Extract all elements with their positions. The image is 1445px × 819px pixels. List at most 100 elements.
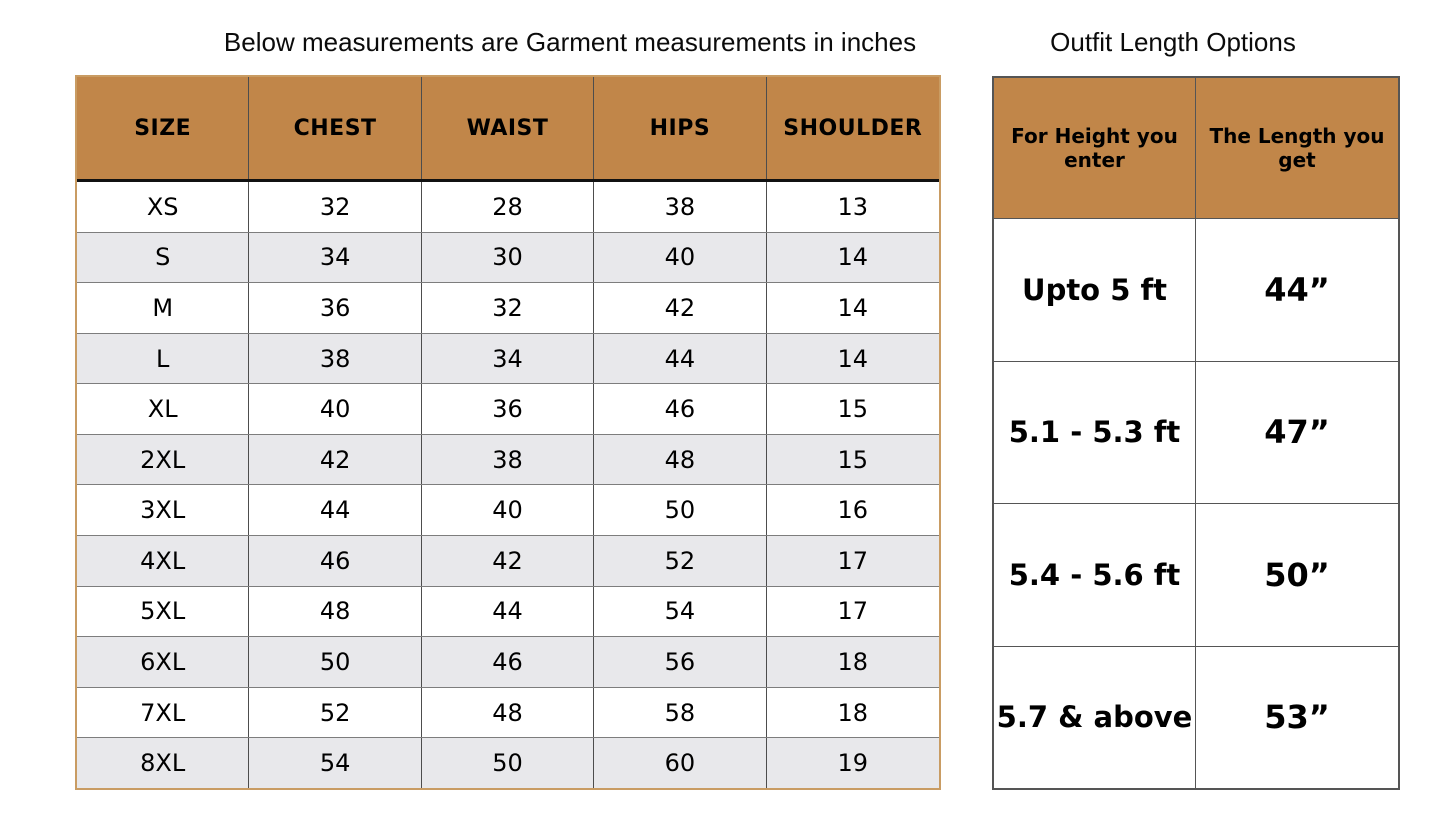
column-header-size: SIZE (77, 77, 250, 179)
table-row: 8XL 54 50 60 19 (77, 738, 939, 788)
table-cell: 40 (594, 232, 767, 283)
table-cell: 47” (1264, 413, 1330, 452)
table-cell: 36 (422, 384, 595, 434)
table-cell: 18 (837, 698, 869, 727)
table-cell: 44 (422, 586, 595, 637)
header-row: SIZE CHEST WAIST HIPS SHOULDER (77, 77, 939, 182)
table-cell: 16 (837, 496, 869, 525)
table-cell: M (77, 283, 250, 333)
outfit-length-title: Outfit Length Options (1050, 27, 1296, 57)
table-cell: L (77, 333, 250, 384)
table-cell: 14 (837, 293, 869, 322)
table-cell: 19 (837, 749, 869, 778)
table-cell: 42 (422, 536, 595, 586)
table-row: 5XL 48 44 54 17 (77, 586, 939, 638)
table-cell: 42 (594, 283, 767, 333)
table-cell: 18 (837, 647, 869, 676)
table-cell: 5XL (77, 586, 250, 637)
outfit-length-table: For Height you enter The Length you get U… (992, 76, 1400, 790)
table-cell: 38 (422, 434, 595, 485)
table-row: 2XL 42 38 48 15 (77, 434, 939, 486)
table-cell: 3XL (77, 485, 250, 536)
table-cell: 6XL (77, 637, 250, 687)
table-cell: 7XL (77, 687, 250, 738)
table-row: 5.1 - 5.3 ft 47” (994, 361, 1398, 504)
table-cell: 42 (249, 434, 422, 485)
table-cell: S (77, 232, 250, 283)
table-row: L 38 34 44 14 (77, 333, 939, 385)
column-header-waist: WAIST (422, 77, 595, 179)
table-cell: 54 (594, 586, 767, 637)
table-row: 5.4 - 5.6 ft 50” (994, 504, 1398, 647)
column-header-chest: CHEST (249, 77, 422, 179)
table-cell: 52 (594, 536, 767, 586)
table-cell: Upto 5 ft (994, 219, 1196, 361)
table-cell: 17 (837, 597, 869, 626)
table-cell: XS (77, 182, 250, 232)
table-cell: 56 (594, 637, 767, 687)
table-cell: 48 (249, 586, 422, 637)
table-cell: 50” (1264, 555, 1330, 594)
table-cell: 50 (594, 485, 767, 536)
table-cell: 34 (249, 232, 422, 283)
header-row: For Height you enter The Length you get (994, 78, 1398, 219)
table-cell: 36 (249, 283, 422, 333)
table-cell: 5.1 - 5.3 ft (994, 361, 1196, 503)
column-header-shoulder: SHOULDER (783, 115, 923, 141)
table-cell: 15 (837, 445, 869, 474)
table-cell: 32 (422, 283, 595, 333)
garment-measurements-title: Below measurements are Garment measureme… (223, 27, 917, 57)
table-cell: 54 (249, 738, 422, 788)
table-cell: 44” (1264, 270, 1330, 309)
table-row: 6XL 50 46 56 18 (77, 637, 939, 688)
table-cell: 40 (422, 485, 595, 536)
table-cell: 4XL (77, 536, 250, 586)
table-cell: 14 (837, 243, 869, 272)
table-cell: 5.7 & above (994, 646, 1196, 788)
table-cell: 46 (249, 536, 422, 586)
table-cell: 30 (422, 232, 595, 283)
table-cell: 15 (837, 395, 869, 424)
table-body: Upto 5 ft 44” 5.1 - 5.3 ft 47” 5.4 - 5.6 ft 5… (994, 219, 1398, 788)
table-cell: 5.4 - 5.6 ft (994, 504, 1196, 646)
table-row: 7XL 52 48 58 18 (77, 687, 939, 739)
table-row: S 34 30 40 14 (77, 232, 939, 284)
table-cell: 46 (594, 384, 767, 434)
table-cell: 50 (249, 637, 422, 687)
column-header-the-length-you-get: The Length you get (1209, 124, 1385, 172)
table-cell: 40 (249, 384, 422, 434)
table-cell: 2XL (77, 434, 250, 485)
table-cell: 34 (422, 333, 595, 384)
table-row: Upto 5 ft 44” (994, 219, 1398, 362)
table-cell: 44 (594, 333, 767, 384)
table-cell: 46 (422, 637, 595, 687)
table-row: XL 40 36 46 15 (77, 384, 939, 435)
table-cell: 38 (594, 182, 767, 232)
table-row: XS 32 28 38 13 (77, 182, 939, 233)
table-row: 3XL 44 40 50 16 (77, 485, 939, 537)
table-row: 5.7 & above 53” (994, 646, 1398, 788)
table-cell: 14 (837, 344, 869, 373)
column-header-for-height-you-enter: For Height you enter (994, 78, 1196, 218)
table-cell: 28 (422, 182, 595, 232)
table-cell: 53” (1264, 698, 1330, 737)
table-body: XS 32 28 38 13 S 34 30 40 14 M 36 32 42 14 L 38 34 44 14 XL 4… (77, 182, 939, 788)
table-cell: 44 (249, 485, 422, 536)
table-cell: 17 (837, 546, 869, 575)
table-cell: 58 (594, 687, 767, 738)
table-cell: XL (77, 384, 250, 434)
table-cell: 8XL (77, 738, 250, 788)
garment-measurements-table: SIZE CHEST WAIST HIPS SHOULDER XS 32 28 38 13 S 34… (75, 75, 941, 790)
table-cell: 38 (249, 333, 422, 384)
table-row: 4XL 46 42 52 17 (77, 536, 939, 587)
table-cell: 48 (594, 434, 767, 485)
table-cell: 52 (249, 687, 422, 738)
table-cell: 60 (594, 738, 767, 788)
column-header-hips: HIPS (594, 77, 767, 179)
table-cell: 32 (249, 182, 422, 232)
table-cell: 48 (422, 687, 595, 738)
table-cell: 13 (837, 192, 869, 221)
table-cell: 50 (422, 738, 595, 788)
table-row: M 36 32 42 14 (77, 283, 939, 334)
